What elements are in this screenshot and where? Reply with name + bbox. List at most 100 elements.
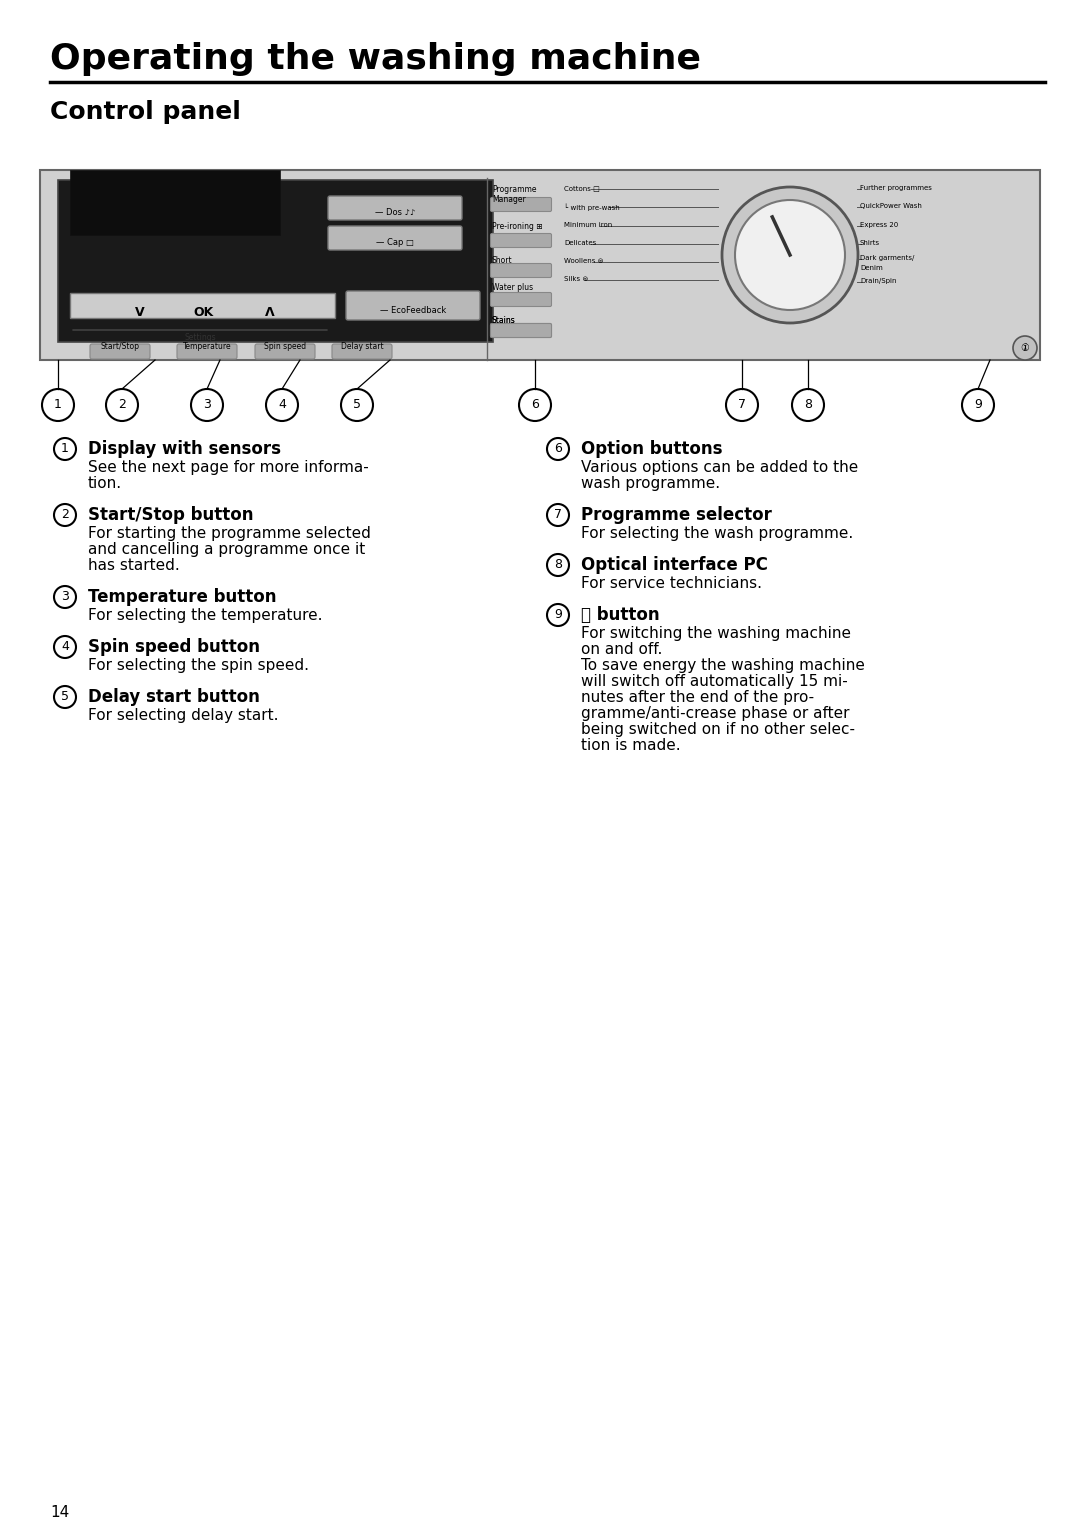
- Circle shape: [546, 555, 569, 576]
- Text: Water plus: Water plus: [492, 283, 534, 293]
- Text: For switching the washing machine: For switching the washing machine: [581, 627, 851, 640]
- Text: Further programmes: Further programmes: [860, 185, 932, 192]
- Text: Spin speed: Spin speed: [264, 342, 306, 351]
- Text: Dark garments/: Dark garments/: [860, 254, 915, 260]
- Text: 9: 9: [554, 608, 562, 622]
- Text: 7: 7: [738, 398, 746, 412]
- FancyBboxPatch shape: [490, 323, 552, 337]
- Text: Woollens ⊜: Woollens ⊜: [564, 257, 604, 264]
- Text: 4: 4: [278, 398, 286, 412]
- Text: Denim: Denim: [860, 265, 882, 271]
- FancyBboxPatch shape: [332, 345, 392, 358]
- Text: 6: 6: [554, 443, 562, 455]
- Text: 2: 2: [62, 509, 69, 521]
- Text: Operating the washing machine: Operating the washing machine: [50, 41, 701, 77]
- Text: For selecting delay start.: For selecting delay start.: [87, 708, 279, 723]
- Circle shape: [54, 438, 76, 460]
- Text: Various options can be added to the: Various options can be added to the: [581, 460, 859, 475]
- FancyBboxPatch shape: [490, 323, 552, 337]
- Text: 6: 6: [531, 398, 539, 412]
- FancyBboxPatch shape: [490, 233, 552, 248]
- Text: Short: Short: [492, 256, 513, 265]
- FancyBboxPatch shape: [490, 198, 552, 211]
- Text: Stains: Stains: [492, 316, 516, 325]
- Circle shape: [519, 389, 551, 421]
- Text: Option buttons: Option buttons: [581, 440, 723, 458]
- Text: — Cap □: — Cap □: [376, 237, 414, 247]
- Text: Optical interface PC: Optical interface PC: [581, 556, 768, 574]
- Text: Delay start button: Delay start button: [87, 688, 260, 706]
- Text: Drain/Spin: Drain/Spin: [860, 277, 896, 283]
- Text: Cottons □: Cottons □: [564, 185, 599, 192]
- Text: 1: 1: [62, 443, 69, 455]
- Text: 5: 5: [60, 691, 69, 703]
- Text: — EcoFeedback: — EcoFeedback: [380, 306, 446, 316]
- Circle shape: [54, 686, 76, 708]
- Text: Minimum iron: Minimum iron: [564, 222, 612, 228]
- FancyBboxPatch shape: [255, 345, 315, 358]
- Text: Start/Stop: Start/Stop: [100, 342, 139, 351]
- Text: being switched on if no other selec-: being switched on if no other selec-: [581, 722, 855, 737]
- Text: 9: 9: [974, 398, 982, 412]
- FancyBboxPatch shape: [490, 293, 552, 306]
- Text: Temperature: Temperature: [183, 342, 231, 351]
- FancyBboxPatch shape: [346, 291, 480, 320]
- Circle shape: [546, 504, 569, 525]
- Text: Delay start: Delay start: [340, 342, 383, 351]
- Text: Programme
Manager: Programme Manager: [492, 185, 537, 204]
- Text: 14: 14: [50, 1504, 69, 1520]
- Circle shape: [726, 389, 758, 421]
- Text: 3: 3: [62, 590, 69, 604]
- Circle shape: [962, 389, 994, 421]
- Circle shape: [341, 389, 373, 421]
- Text: has started.: has started.: [87, 558, 179, 573]
- Text: For selecting the wash programme.: For selecting the wash programme.: [581, 525, 853, 541]
- FancyBboxPatch shape: [490, 264, 552, 277]
- Text: Shirts: Shirts: [860, 241, 880, 247]
- Text: For service technicians.: For service technicians.: [581, 576, 762, 591]
- Circle shape: [723, 187, 858, 323]
- Text: Settings: Settings: [185, 332, 216, 342]
- Circle shape: [54, 504, 76, 525]
- Text: tion.: tion.: [87, 476, 122, 490]
- Text: 1: 1: [54, 398, 62, 412]
- Text: Pre-ironing ⊞: Pre-ironing ⊞: [492, 222, 542, 231]
- Text: Spin speed button: Spin speed button: [87, 637, 260, 656]
- Text: 3: 3: [203, 398, 211, 412]
- Circle shape: [792, 389, 824, 421]
- FancyBboxPatch shape: [70, 293, 335, 319]
- FancyBboxPatch shape: [328, 227, 462, 250]
- Text: Temperature button: Temperature button: [87, 588, 276, 607]
- Text: 8: 8: [554, 559, 562, 571]
- Text: 5: 5: [353, 398, 361, 412]
- Text: Λ: Λ: [266, 306, 274, 319]
- Text: Delicates: Delicates: [564, 241, 596, 247]
- Circle shape: [191, 389, 222, 421]
- Circle shape: [546, 438, 569, 460]
- Circle shape: [54, 587, 76, 608]
- FancyBboxPatch shape: [40, 170, 1040, 360]
- Text: 2: 2: [118, 398, 126, 412]
- Circle shape: [106, 389, 138, 421]
- Text: For selecting the spin speed.: For selecting the spin speed.: [87, 659, 309, 673]
- FancyBboxPatch shape: [177, 345, 237, 358]
- Text: QuickPower Wash: QuickPower Wash: [860, 204, 922, 208]
- Text: and cancelling a programme once it: and cancelling a programme once it: [87, 542, 365, 558]
- Text: 7: 7: [554, 509, 562, 521]
- Text: Silks ⊜: Silks ⊜: [564, 276, 589, 282]
- Text: — Dos ♪♪: — Dos ♪♪: [375, 208, 415, 218]
- FancyBboxPatch shape: [58, 179, 492, 342]
- Text: ⓘ button: ⓘ button: [581, 607, 660, 624]
- Text: on and off.: on and off.: [581, 642, 662, 657]
- Text: To save energy the washing machine: To save energy the washing machine: [581, 659, 865, 673]
- Circle shape: [735, 201, 845, 309]
- Circle shape: [266, 389, 298, 421]
- FancyBboxPatch shape: [70, 170, 280, 234]
- Text: For starting the programme selected: For starting the programme selected: [87, 525, 370, 541]
- Text: nutes after the end of the pro-: nutes after the end of the pro-: [581, 689, 814, 705]
- Circle shape: [54, 636, 76, 659]
- Text: 8: 8: [804, 398, 812, 412]
- FancyBboxPatch shape: [90, 345, 150, 358]
- Text: V: V: [135, 306, 145, 319]
- Text: See the next page for more informa-: See the next page for more informa-: [87, 460, 368, 475]
